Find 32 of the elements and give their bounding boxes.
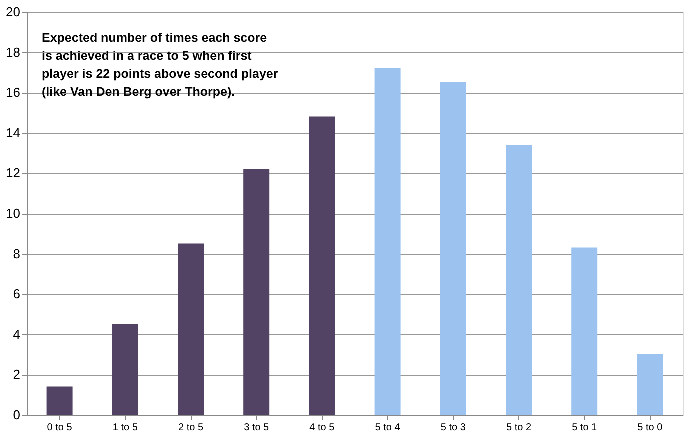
x-tick-label: 5 to 2 xyxy=(506,422,532,434)
y-tick-label: 18 xyxy=(6,44,20,60)
x-tick-label: 2 to 5 xyxy=(178,422,204,434)
bar xyxy=(244,169,270,415)
y-tick-label: 8 xyxy=(13,246,20,262)
bar xyxy=(506,144,532,415)
y-tick-label: 4 xyxy=(13,326,20,342)
x-tick-label: 1 to 5 xyxy=(112,422,138,434)
bar xyxy=(178,244,204,415)
bar xyxy=(572,248,598,415)
bar xyxy=(374,68,401,415)
x-tick-label: 5 to 3 xyxy=(440,422,466,434)
x-tick-label: 5 to 0 xyxy=(638,422,664,434)
y-tick-label: 2 xyxy=(13,367,20,382)
bar xyxy=(46,386,73,415)
bar xyxy=(637,354,664,415)
annotation: Expected number of times each score is achieved in a race to 5 when first player is 22 points above second player (like Van Den Berg over Thorpe). xyxy=(42,31,278,99)
x-tick-label: 5 to 1 xyxy=(572,422,598,434)
x-tick-label: 4 to 5 xyxy=(310,422,336,434)
y-tick-label: 12 xyxy=(6,166,20,181)
y-tick-label: 10 xyxy=(6,206,20,221)
y-tick-label: 20 xyxy=(6,4,20,20)
x-tick-label: 0 to 5 xyxy=(47,422,73,434)
y-tick-label: 14 xyxy=(6,125,20,140)
y-tick-label: 16 xyxy=(6,85,20,100)
y-tick-label: 6 xyxy=(13,286,20,302)
x-tick-label: 3 to 5 xyxy=(244,422,270,434)
x-tick-label: 5 to 4 xyxy=(375,422,401,434)
y-tick-label: 0 xyxy=(13,408,20,422)
bar xyxy=(112,324,138,415)
bar xyxy=(440,82,466,415)
bar xyxy=(309,116,336,415)
